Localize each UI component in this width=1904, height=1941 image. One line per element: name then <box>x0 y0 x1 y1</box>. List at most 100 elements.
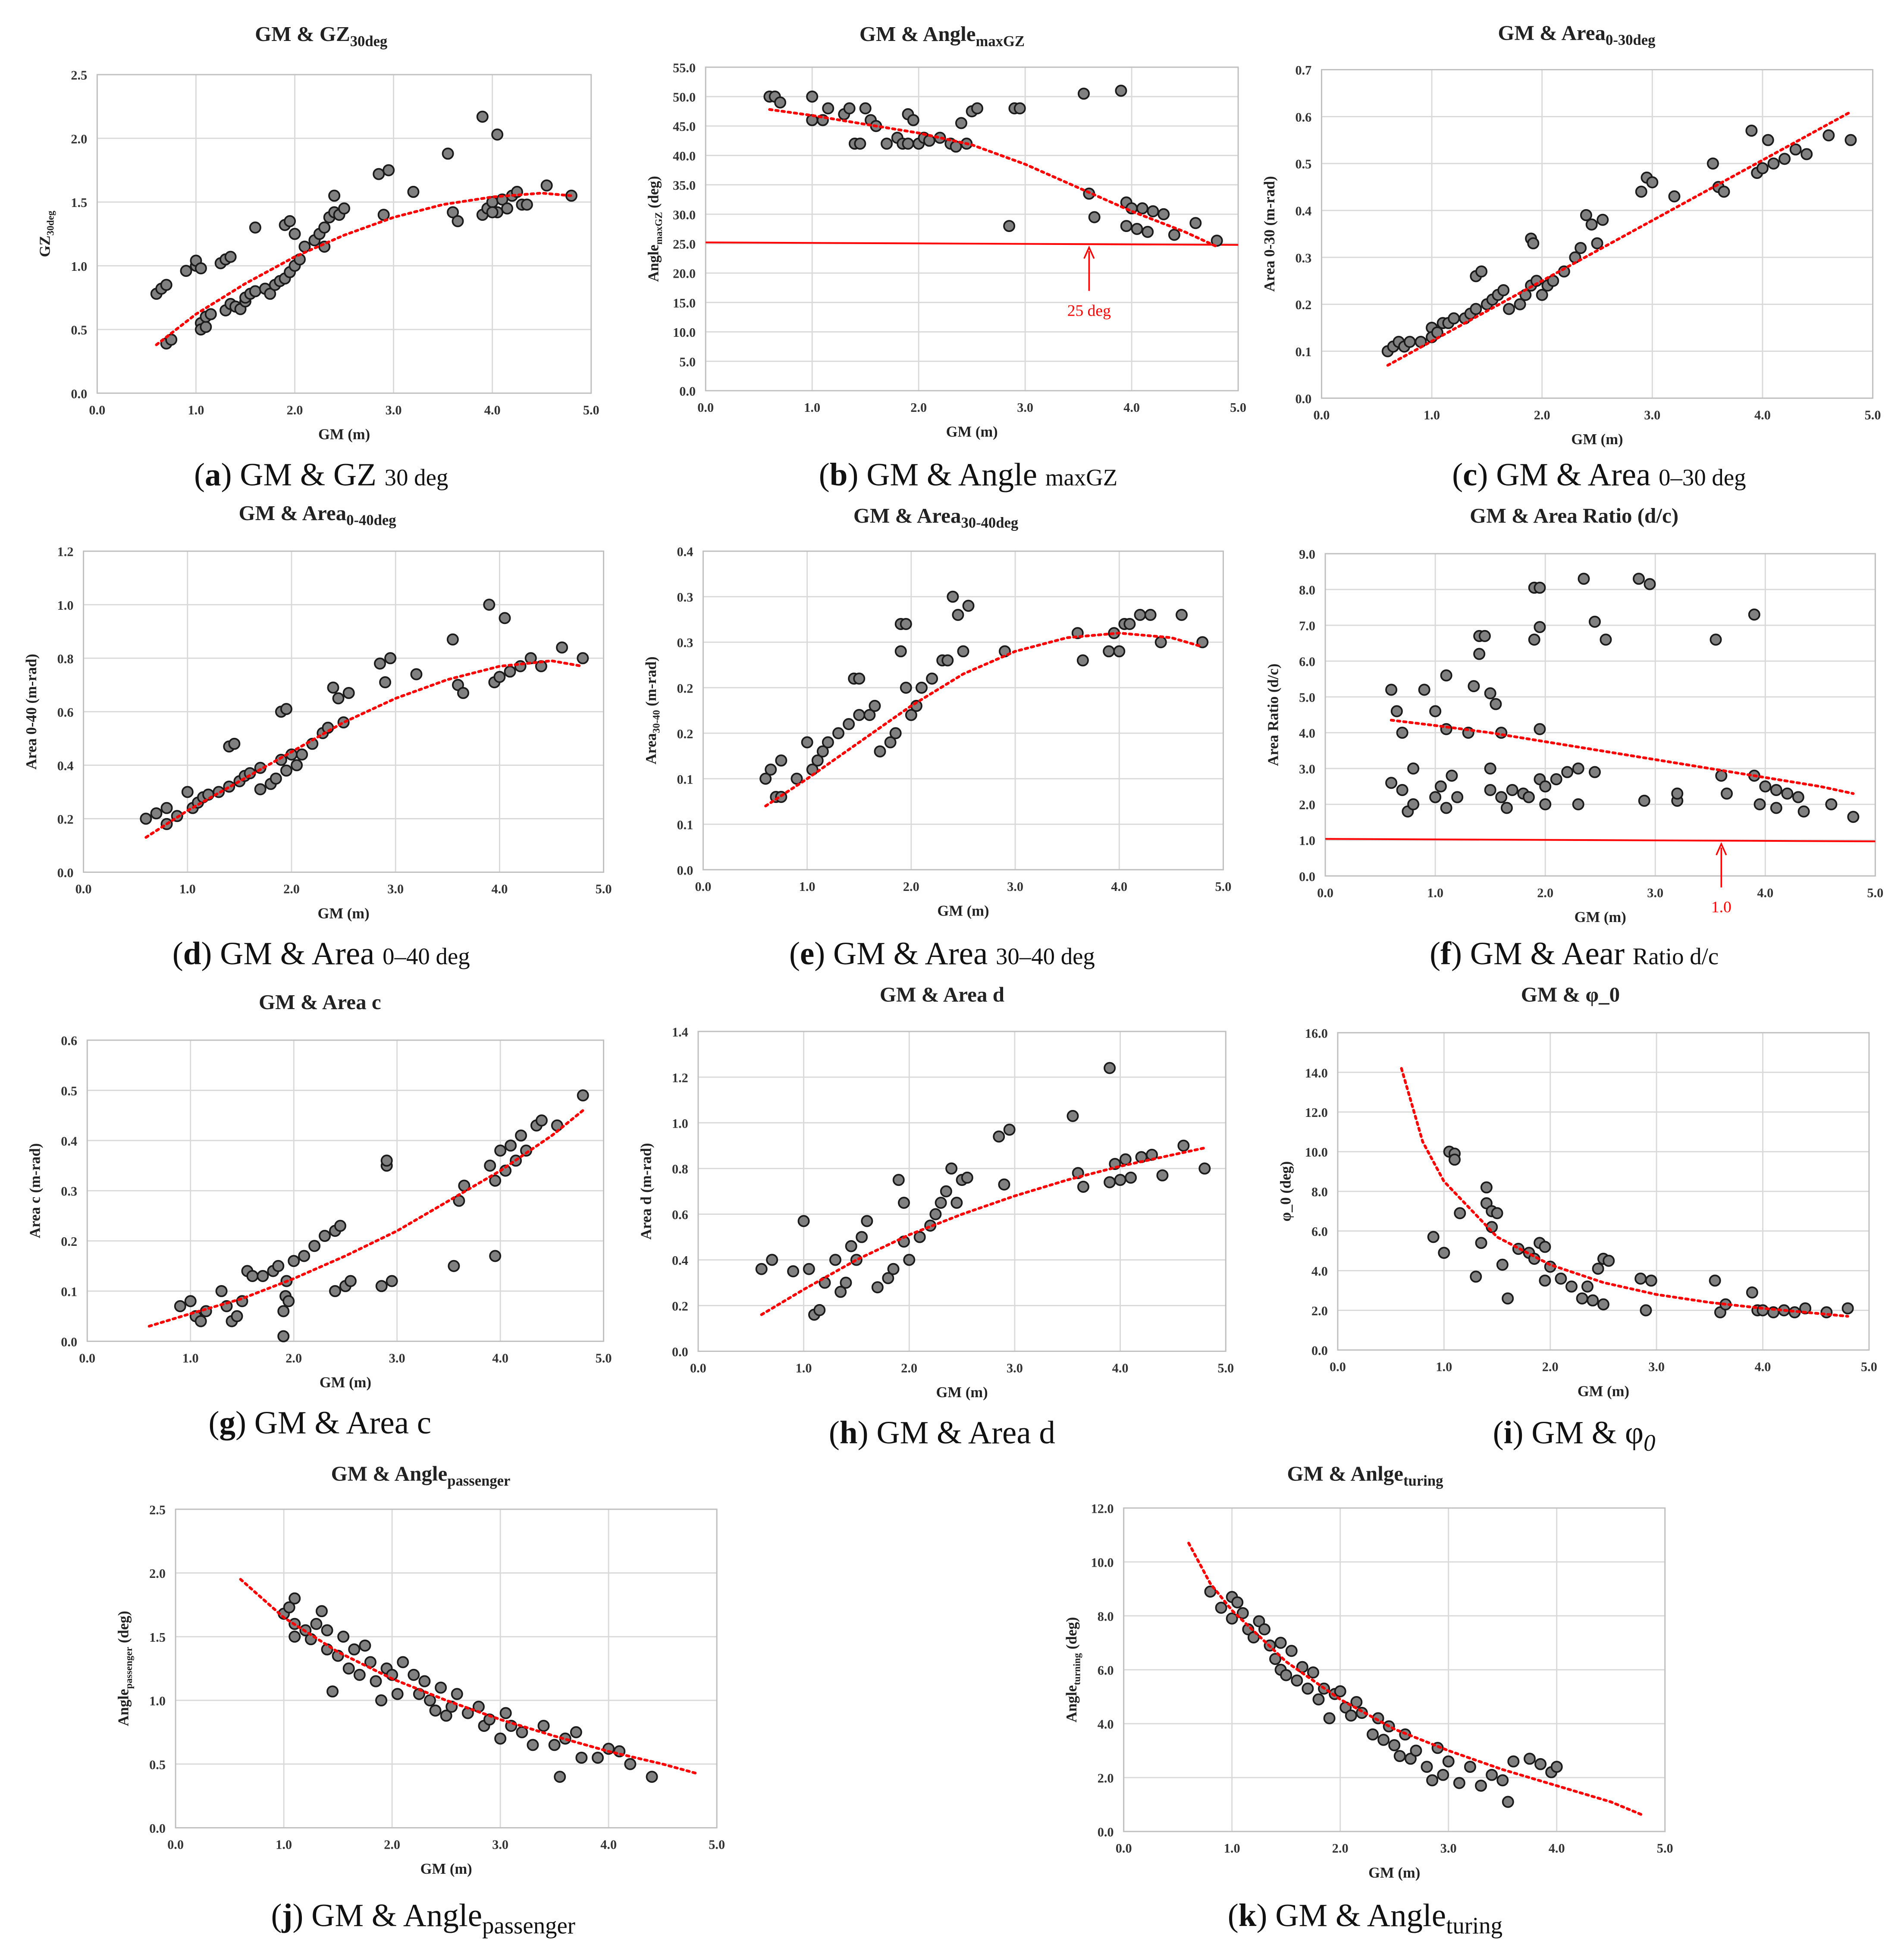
data-point <box>1103 645 1115 658</box>
x-tick-label: 0.0 <box>695 879 712 894</box>
caption-letter: b <box>830 457 848 492</box>
data-point <box>160 802 173 814</box>
caption-letter: c <box>1463 457 1477 492</box>
chart-title-main: GM & Area <box>853 504 961 527</box>
data-point <box>1104 1176 1116 1188</box>
data-point <box>1789 143 1802 156</box>
data-point <box>1156 1169 1169 1182</box>
x-tick-label: 5.0 <box>1230 400 1246 415</box>
y-tick-label: 0.0 <box>677 863 693 878</box>
caption-paren-close: ) <box>814 936 833 972</box>
data-point <box>282 1295 295 1308</box>
data-point <box>1539 1274 1551 1287</box>
data-point <box>504 665 516 678</box>
chart-panel-d: 0.0 1.0 2.0 3.0 4.0 5.0 0.0 0.2 0.4 0.6 0.8 1.0 1.2 G… <box>23 501 612 972</box>
y-axis-label-main: Area c (m-rad) <box>27 1143 44 1238</box>
data-point <box>491 128 504 141</box>
chart-title: GM & Area0-30deg <box>1498 21 1655 48</box>
panel-caption: (i) GM & φ0 <box>1493 1415 1656 1456</box>
data-point <box>822 736 834 749</box>
data-point <box>1440 802 1452 814</box>
data-point <box>1632 573 1645 585</box>
data-point <box>1490 698 1502 710</box>
x-tick-label: 5.0 <box>596 882 612 897</box>
y-tick-label: 1.5 <box>149 1630 166 1645</box>
x-tick-label: 5.0 <box>1217 1361 1234 1375</box>
data-point <box>272 1260 285 1272</box>
x-tick-label: 5.0 <box>1865 408 1881 422</box>
data-point <box>194 262 207 275</box>
caption-space <box>988 936 996 972</box>
caption-paren-open: ( <box>271 1897 282 1933</box>
y-tick-label: 14.0 <box>1305 1066 1328 1080</box>
data-point <box>1426 1774 1439 1787</box>
x-tick-label: 5.0 <box>596 1351 612 1365</box>
y-tick-label: 0.1 <box>1295 345 1311 359</box>
caption-paren-open: ( <box>819 457 830 492</box>
data-point <box>440 1709 452 1722</box>
x-tick-label: 0.0 <box>1116 1841 1132 1856</box>
y-tick-label: 2.5 <box>149 1502 166 1517</box>
data-point <box>765 763 777 776</box>
y-tick-label: 50.0 <box>673 90 696 105</box>
y-tick-label: 7.0 <box>1299 619 1315 633</box>
data-point <box>894 645 907 658</box>
caption-paren-close: ) <box>235 1405 254 1441</box>
y-tick-label: 8.0 <box>1098 1609 1114 1624</box>
data-point <box>1767 157 1780 170</box>
y-tick-label: 10.0 <box>1305 1145 1328 1160</box>
y-axis-label: Area d (m-rad) <box>638 1143 654 1239</box>
x-tick-label: 3.0 <box>1440 1841 1457 1856</box>
data-point <box>1003 220 1016 232</box>
data-point <box>1585 218 1598 231</box>
data-point <box>1385 684 1398 696</box>
y-tick-label: 1.0 <box>672 1116 688 1131</box>
y-tick-label: 1.0 <box>1299 834 1315 848</box>
y-axis-label-subscript: 30-40 <box>650 710 662 733</box>
data-point <box>1800 148 1813 160</box>
data-point <box>298 1250 311 1262</box>
data-point <box>1484 762 1496 775</box>
data-point <box>291 759 303 771</box>
y-tick-label: 0.0 <box>1098 1825 1114 1840</box>
data-point <box>787 1265 800 1278</box>
data-point <box>280 703 292 715</box>
trend-line <box>144 659 584 839</box>
panel-caption: (c) GM & Area 0–30 deg <box>1452 457 1746 492</box>
y-tick-label: 0.8 <box>672 1162 688 1176</box>
x-axis-label: GM (m) <box>1368 1865 1420 1881</box>
y-tick-label: 0.1 <box>677 818 693 832</box>
data-point <box>359 1639 371 1652</box>
caption-suffix: Ratio d/c <box>1633 943 1719 969</box>
chart-title-subscript: 0-30deg <box>1606 32 1655 48</box>
chart-panel-f: 0.0 1.0 2.0 3.0 4.0 5.0 0.0 1.0 2.0 3.0 4.0 5.0 6.0 7… <box>1265 504 1883 972</box>
data-point <box>180 265 192 277</box>
data-point <box>397 1656 409 1668</box>
chart-panel-a: 0.0 1.0 2.0 3.0 4.0 5.0 0.0 0.5 1.0 1.5 2.0 2.5 GM &… <box>37 22 599 492</box>
data-point <box>1345 1709 1357 1722</box>
data-point <box>843 102 856 115</box>
data-point <box>1077 1181 1089 1193</box>
x-tick-label: 3.0 <box>386 403 402 417</box>
data-point <box>1144 608 1157 621</box>
data-point <box>200 321 212 333</box>
plot-area-border <box>1324 553 1876 877</box>
y-tick-label: 0.2 <box>672 1299 688 1314</box>
data-point <box>1189 217 1202 229</box>
data-point <box>483 599 496 611</box>
y-axis-label-subscript: 30deg <box>44 210 56 235</box>
chart-title-subscript: 0-40deg <box>346 512 396 529</box>
data-point <box>499 612 511 624</box>
data-point <box>1396 727 1408 739</box>
data-point <box>391 1688 404 1700</box>
y-tick-label: 2.0 <box>1311 1304 1328 1318</box>
data-point <box>1534 621 1546 633</box>
data-point <box>1236 1607 1249 1619</box>
data-point <box>1448 1154 1461 1166</box>
x-tick-label: 2.0 <box>901 1361 917 1375</box>
caption-main: GM & Angle <box>1275 1897 1446 1933</box>
chart-title: GM & Area d <box>880 983 1004 1007</box>
x-tick-label: 2.0 <box>910 400 927 415</box>
data-point <box>898 1197 910 1209</box>
trend-line <box>155 191 573 346</box>
